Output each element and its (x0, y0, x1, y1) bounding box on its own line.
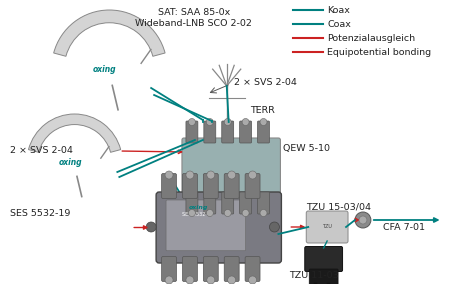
FancyBboxPatch shape (257, 121, 269, 143)
FancyBboxPatch shape (306, 211, 347, 243)
Wedge shape (54, 10, 165, 56)
FancyBboxPatch shape (203, 121, 215, 143)
Circle shape (207, 276, 214, 284)
FancyBboxPatch shape (304, 247, 342, 272)
Text: 2 × SVS 2-04: 2 × SVS 2-04 (233, 78, 296, 87)
FancyBboxPatch shape (182, 256, 197, 281)
FancyBboxPatch shape (182, 138, 280, 197)
FancyBboxPatch shape (245, 174, 259, 199)
FancyBboxPatch shape (239, 192, 251, 214)
Circle shape (241, 118, 248, 126)
Circle shape (227, 171, 235, 179)
Circle shape (248, 276, 256, 284)
FancyBboxPatch shape (203, 174, 218, 199)
FancyBboxPatch shape (161, 174, 176, 199)
Text: Coax: Coax (326, 20, 350, 28)
Circle shape (269, 222, 279, 232)
Wedge shape (28, 114, 120, 152)
Circle shape (227, 276, 235, 284)
Circle shape (185, 171, 194, 179)
FancyBboxPatch shape (221, 121, 233, 143)
Circle shape (185, 276, 194, 284)
FancyBboxPatch shape (239, 121, 251, 143)
Text: Koax: Koax (326, 5, 349, 14)
Text: oxing: oxing (93, 65, 116, 74)
Text: TZU: TZU (321, 224, 331, 229)
Circle shape (188, 210, 195, 216)
Circle shape (259, 118, 266, 126)
Circle shape (259, 210, 266, 216)
Circle shape (358, 216, 366, 224)
Text: oxing: oxing (188, 204, 207, 210)
Text: TZU 11-03: TZU 11-03 (289, 272, 338, 281)
Circle shape (165, 276, 173, 284)
FancyBboxPatch shape (166, 200, 245, 251)
FancyBboxPatch shape (185, 121, 197, 143)
Circle shape (241, 210, 248, 216)
FancyBboxPatch shape (156, 192, 281, 263)
Text: TERR: TERR (250, 105, 275, 114)
FancyBboxPatch shape (203, 256, 218, 281)
Text: SAT: SAA 85-0x
Wideband-LNB SCO 2-02: SAT: SAA 85-0x Wideband-LNB SCO 2-02 (135, 8, 252, 28)
FancyBboxPatch shape (161, 256, 176, 281)
Circle shape (224, 118, 231, 126)
FancyBboxPatch shape (185, 192, 197, 214)
Circle shape (206, 210, 213, 216)
Text: SES 5532-19: SES 5532-19 (182, 212, 213, 218)
FancyBboxPatch shape (182, 174, 197, 199)
FancyBboxPatch shape (221, 192, 233, 214)
Circle shape (188, 118, 195, 126)
Circle shape (165, 171, 173, 179)
Text: CFA 7-01: CFA 7-01 (382, 222, 424, 231)
Text: Potenzialausgleich: Potenzialausgleich (326, 34, 414, 43)
Circle shape (146, 222, 156, 232)
Circle shape (224, 210, 231, 216)
FancyBboxPatch shape (224, 256, 239, 281)
Circle shape (206, 118, 213, 126)
Text: oxing: oxing (59, 158, 83, 168)
Circle shape (248, 171, 256, 179)
FancyBboxPatch shape (203, 192, 215, 214)
FancyBboxPatch shape (224, 174, 239, 199)
Circle shape (207, 171, 214, 179)
FancyBboxPatch shape (245, 256, 259, 281)
Circle shape (354, 212, 370, 228)
Text: Equipotential bonding: Equipotential bonding (326, 47, 431, 57)
Text: TZU 15-03/04: TZU 15-03/04 (306, 202, 370, 212)
Text: QEW 5-10: QEW 5-10 (283, 143, 330, 153)
FancyBboxPatch shape (308, 269, 337, 284)
Text: SES 5532-19: SES 5532-19 (10, 208, 70, 218)
FancyBboxPatch shape (257, 192, 269, 214)
Text: 2 × SVS 2-04: 2 × SVS 2-04 (10, 145, 73, 154)
